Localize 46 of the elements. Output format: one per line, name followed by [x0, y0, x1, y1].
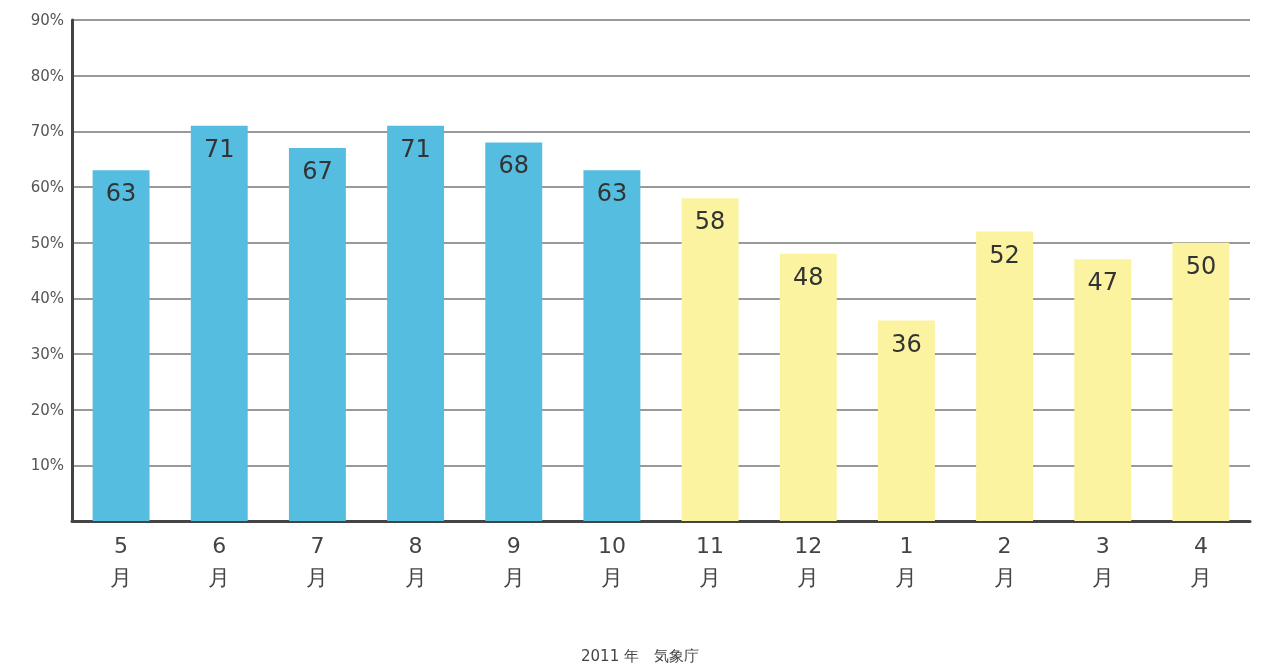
data-label: 67 — [302, 157, 333, 186]
data-label: 58 — [694, 207, 726, 236]
data-label: 63 — [596, 179, 628, 208]
bar — [190, 125, 248, 521]
data-label: 50 — [1185, 251, 1217, 280]
text: 2011 年 気象庁 — [581, 646, 699, 665]
y-tick-label: 50% — [30, 233, 64, 252]
x-tick-label: 1月 — [895, 532, 918, 590]
bar — [681, 198, 739, 521]
bar — [288, 148, 346, 521]
bar — [1172, 242, 1230, 521]
bar — [877, 320, 935, 521]
data-label: 47 — [1087, 268, 1119, 297]
y-tick-label: 70% — [30, 122, 64, 141]
y-tick-label: 30% — [30, 345, 64, 363]
x-tick-label: 11月 — [696, 532, 725, 590]
x-tick-label: 3月 — [1091, 532, 1114, 590]
bar — [779, 253, 837, 521]
y-tick-label: 60% — [30, 178, 64, 196]
x-tick-label: 10月 — [597, 532, 626, 590]
x-tick-label: 2月 — [993, 532, 1016, 590]
y-tick-label: 20% — [30, 400, 64, 419]
bar — [1074, 259, 1132, 521]
bar — [92, 170, 150, 521]
x-tick-label: 5月 — [110, 532, 133, 590]
x-tick-label: 6月 — [208, 532, 231, 590]
y-tick-label: 10% — [30, 456, 64, 475]
x-tick-label: 4月 — [1189, 532, 1212, 590]
data-label: 48 — [792, 262, 824, 291]
x-tick-label: 8月 — [404, 532, 427, 590]
y-tick-label: 80% — [30, 66, 64, 85]
x-tick-label: 7月 — [306, 532, 329, 590]
bar — [976, 231, 1034, 521]
data-label: 63 — [105, 179, 137, 208]
data-label: 36 — [891, 329, 922, 358]
data-label: 68 — [498, 151, 530, 180]
data-label: 71 — [203, 134, 235, 163]
y-tick-label: 90% — [30, 11, 64, 29]
bar — [387, 125, 445, 521]
bar — [485, 142, 543, 521]
x-tick-label: 12月 — [794, 532, 823, 590]
x-tick-label: 9月 — [502, 532, 525, 590]
data-label: 52 — [989, 240, 1020, 269]
data-label: 71 — [400, 134, 431, 163]
y-tick-label: 40% — [30, 289, 64, 308]
bar — [583, 170, 641, 521]
